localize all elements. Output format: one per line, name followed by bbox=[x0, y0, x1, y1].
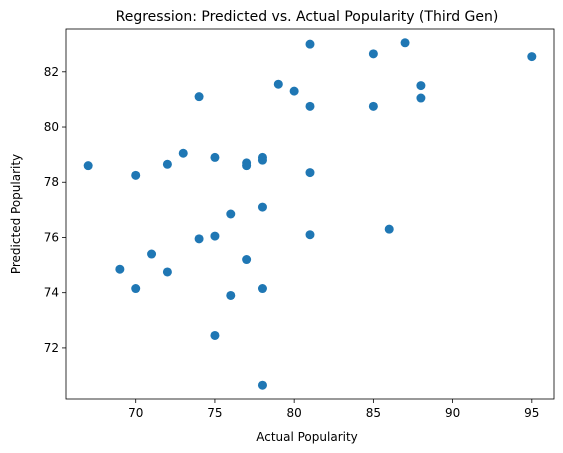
data-point bbox=[131, 170, 141, 180]
y-tick-label: 82 bbox=[44, 65, 59, 79]
y-tick-label: 76 bbox=[44, 230, 59, 244]
x-tick-label: 90 bbox=[445, 406, 460, 420]
data-point bbox=[226, 290, 236, 300]
x-tick-label: 75 bbox=[207, 406, 222, 420]
data-point bbox=[242, 255, 252, 265]
data-point bbox=[305, 168, 315, 178]
data-point bbox=[416, 81, 426, 91]
data-point bbox=[305, 101, 315, 111]
y-axis-label: Predicted Popularity bbox=[9, 154, 23, 274]
chart-title: Regression: Predicted vs. Actual Popular… bbox=[116, 9, 499, 25]
x-axis-ticks: 70 75 80 85 90 95 bbox=[128, 399, 539, 420]
data-points bbox=[83, 38, 537, 390]
data-point bbox=[257, 202, 267, 212]
data-point bbox=[257, 284, 267, 294]
data-point bbox=[257, 155, 267, 165]
data-point bbox=[210, 152, 220, 162]
data-point bbox=[305, 230, 315, 240]
data-point bbox=[131, 284, 141, 294]
data-point bbox=[273, 79, 283, 89]
y-tick-label: 74 bbox=[44, 286, 59, 300]
data-point bbox=[527, 52, 537, 62]
y-tick-label: 72 bbox=[44, 341, 59, 355]
data-point bbox=[178, 148, 188, 158]
y-tick-label: 80 bbox=[44, 120, 59, 134]
data-point bbox=[368, 49, 378, 59]
data-point bbox=[194, 234, 204, 244]
data-point bbox=[162, 267, 172, 277]
data-point bbox=[210, 330, 220, 340]
data-point bbox=[257, 380, 267, 390]
data-point bbox=[384, 224, 394, 234]
plot-area bbox=[66, 29, 554, 399]
data-point bbox=[162, 159, 172, 169]
data-point bbox=[289, 86, 299, 96]
y-axis-ticks: 72 74 76 78 80 82 bbox=[44, 65, 66, 355]
data-point bbox=[305, 39, 315, 49]
x-tick-label: 85 bbox=[366, 406, 381, 420]
data-point bbox=[83, 161, 93, 171]
x-tick-label: 95 bbox=[524, 406, 539, 420]
data-point bbox=[147, 249, 157, 259]
data-point bbox=[115, 264, 125, 274]
x-tick-label: 80 bbox=[287, 406, 302, 420]
x-axis-label: Actual Popularity bbox=[256, 430, 358, 444]
data-point bbox=[194, 92, 204, 102]
y-tick-label: 78 bbox=[44, 175, 59, 189]
x-tick-label: 70 bbox=[128, 406, 143, 420]
data-point bbox=[400, 38, 410, 48]
data-point bbox=[226, 209, 236, 219]
plot-frame bbox=[65, 28, 555, 400]
data-point bbox=[368, 101, 378, 111]
data-point bbox=[416, 93, 426, 103]
data-point bbox=[242, 161, 252, 171]
data-point bbox=[210, 231, 220, 241]
